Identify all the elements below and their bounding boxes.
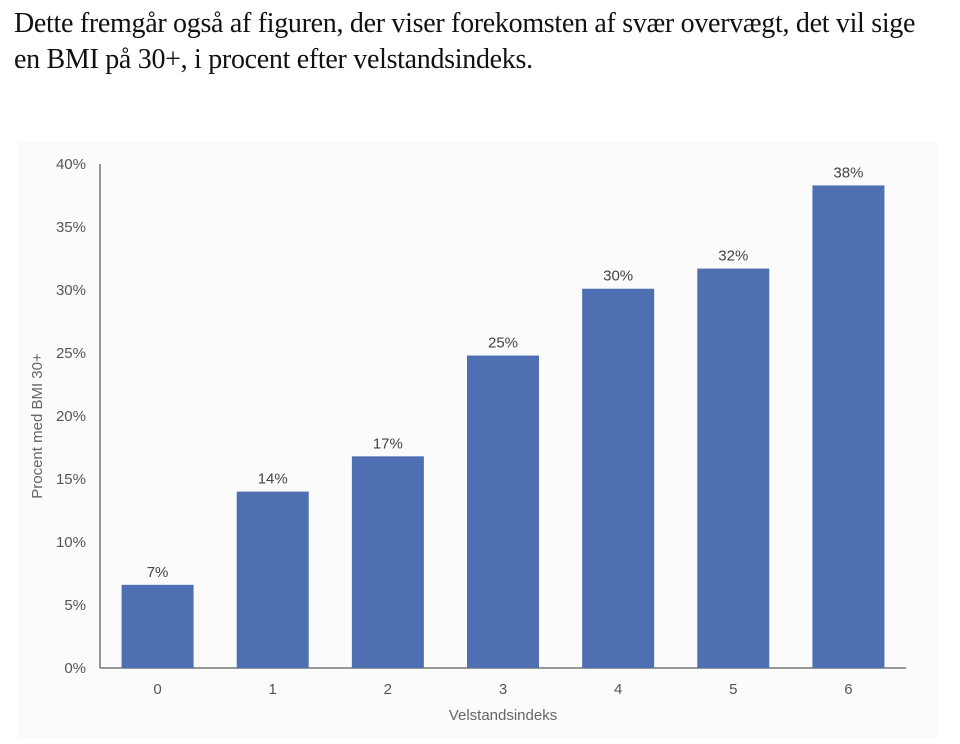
bar-5 — [697, 268, 770, 668]
data-label: 32% — [718, 248, 748, 265]
y-tick-label: 5% — [64, 597, 86, 614]
data-label: 7% — [147, 564, 169, 581]
y-tick-label: 30% — [56, 282, 86, 299]
data-label: 25% — [488, 335, 518, 352]
y-tick-label: 15% — [56, 471, 86, 488]
y-axis-ticks: 0% 5% 10% 15% 20% 25% 30% 35% 40% — [56, 156, 86, 677]
y-tick-label: 40% — [56, 156, 86, 173]
x-tick-label: 4 — [614, 681, 622, 698]
y-tick-label: 20% — [56, 408, 86, 425]
y-tick-label: 25% — [56, 345, 86, 362]
x-tick-label: 3 — [499, 681, 507, 698]
y-axis-title: Procent med BMI 30+ — [29, 353, 46, 499]
data-label: 38% — [833, 164, 863, 181]
chart-canvas: 0%5%10%15%20%25%30%35%40% 7%14%17%25%30%… — [29, 156, 906, 724]
y-tick-label: 35% — [56, 219, 86, 236]
data-label: 30% — [603, 268, 633, 285]
intro-text: Dette fremgår også af figuren, der viser… — [14, 8, 916, 75]
x-axis-title: Velstandsindeks — [449, 707, 557, 724]
bar-6 — [812, 185, 885, 669]
data-label: 14% — [258, 471, 288, 488]
x-tick-label: 6 — [844, 681, 852, 698]
bar-0 — [121, 584, 194, 668]
bar-chart: 0% 5% 10% 15% 20% 25% 30% 35% 40% 7% 14% 17% 25% 30%… — [18, 142, 938, 738]
y-tick-label: 0% — [64, 660, 86, 677]
bar-3 — [467, 355, 539, 668]
x-axis-ticks: 0 1 2 3 4 5 6 — [153, 681, 852, 698]
y-tick-label: 10% — [56, 534, 86, 551]
bar-1 — [236, 491, 309, 668]
bar-4 — [582, 288, 655, 668]
bar-2 — [351, 456, 424, 668]
x-tick-label: 1 — [269, 681, 277, 698]
x-tick-label: 2 — [384, 681, 392, 698]
x-tick-label: 0 — [153, 681, 161, 698]
x-tick-label: 5 — [729, 681, 737, 698]
data-label: 17% — [373, 435, 403, 452]
bars: 7% 14% 17% 25% 30% 32% 38% — [121, 164, 885, 669]
